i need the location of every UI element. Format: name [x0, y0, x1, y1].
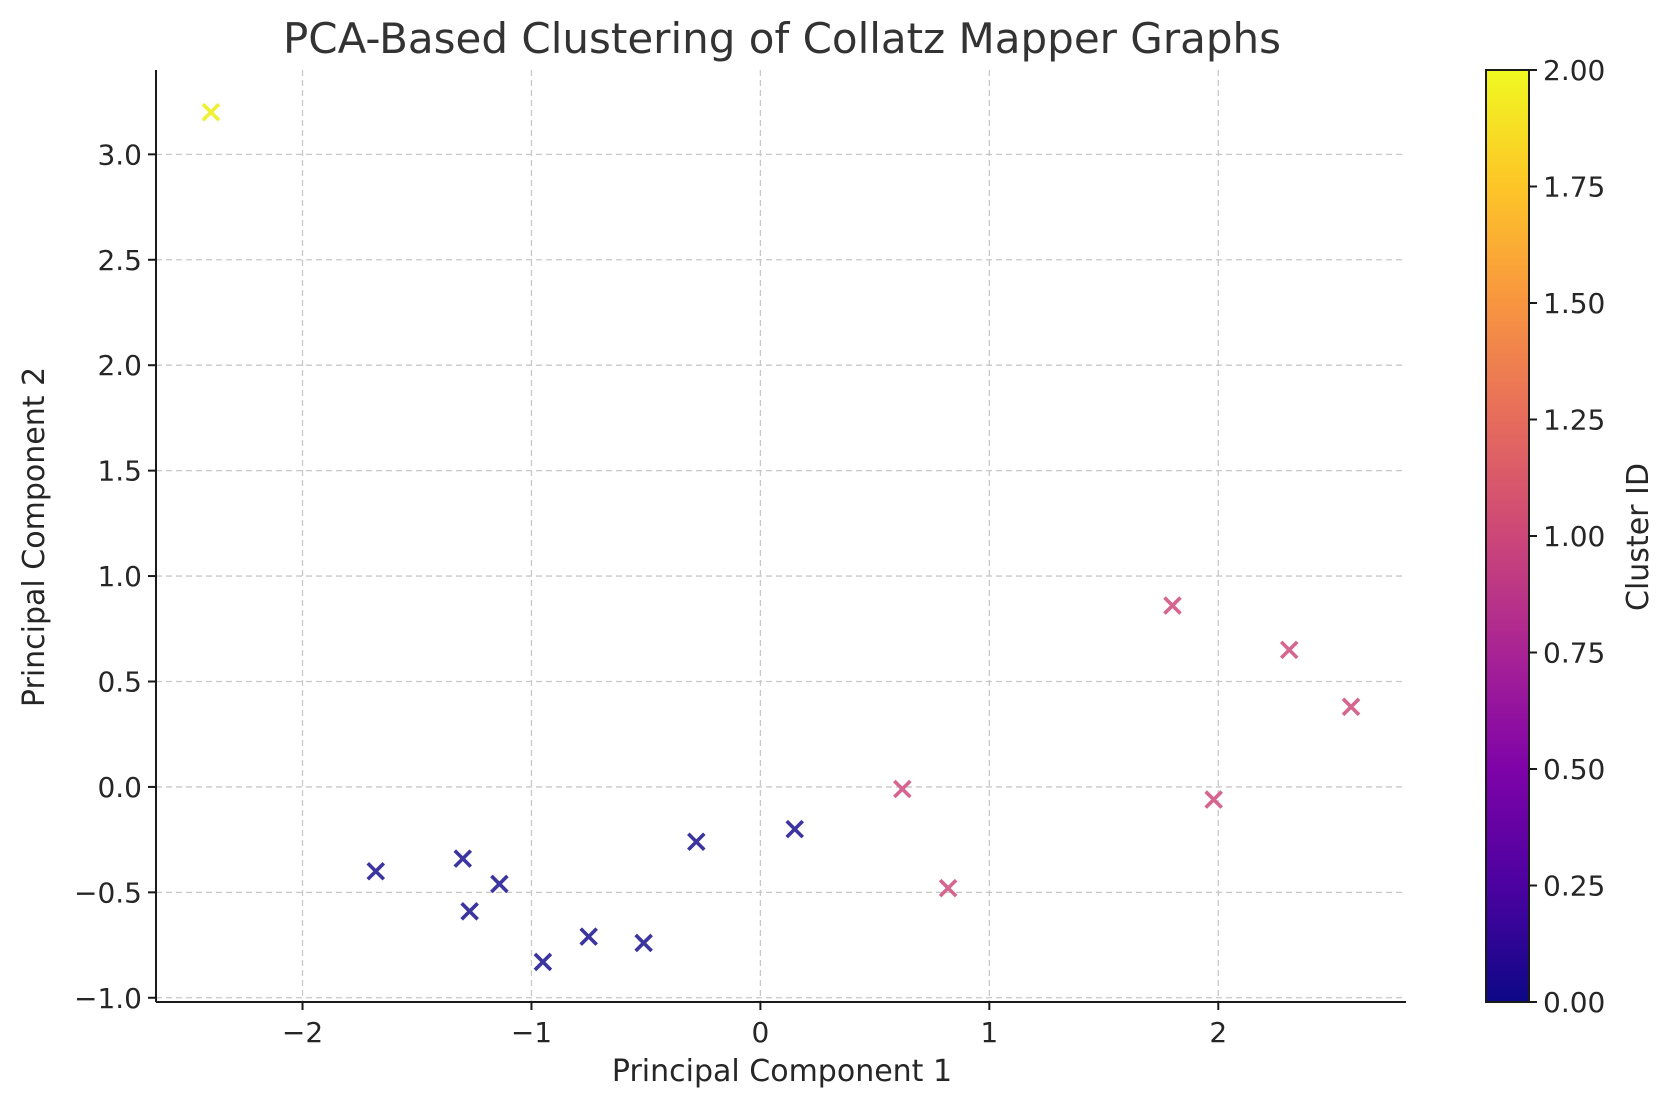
- data-point-cluster-2: [201, 102, 221, 122]
- colorbar: 0.00 0.25 0.50 0.75 1.00 1.25 1.50 1.75 2.00 Clu…: [1485, 54, 1656, 1019]
- data-point-cluster-0: [687, 832, 706, 852]
- colorbar-tick-label: 0.50: [1543, 753, 1605, 786]
- colorbar-ticks: 0.00 0.25 0.50 0.75 1.00 1.25 1.50 1.75 2.00: [1529, 54, 1605, 1019]
- y-axis-label: Principal Component 2: [17, 367, 52, 707]
- y-tick-label: 2.0: [97, 349, 142, 382]
- data-point-cluster-0: [490, 874, 509, 894]
- data-point-cluster-1: [1341, 697, 1361, 717]
- data-point-cluster-1: [1279, 640, 1299, 660]
- colorbar-tick-label: 0.00: [1543, 986, 1605, 1019]
- marker-stroke: [460, 902, 479, 921]
- data-point-cluster-1: [893, 779, 912, 799]
- y-tick-label: −0.5: [74, 876, 142, 909]
- colorbar-tick-label: 1.50: [1543, 287, 1605, 320]
- colorbar-tick-label: 1.75: [1543, 171, 1605, 204]
- colorbar-tick-label: 0.25: [1543, 870, 1605, 903]
- marker-stroke: [1163, 596, 1182, 615]
- marker-stroke: [366, 861, 386, 881]
- marker-stroke: [1341, 697, 1361, 717]
- data-point-cluster-0: [366, 861, 386, 881]
- x-tick-label: −1: [511, 1016, 552, 1049]
- y-tick-label: −1.0: [74, 982, 142, 1015]
- marker-stroke: [634, 933, 653, 953]
- marker-stroke: [1204, 790, 1223, 809]
- colorbar-tick-label: 1.00: [1543, 520, 1605, 553]
- x-tick-label: 1: [980, 1016, 998, 1049]
- data-point-cluster-0: [785, 819, 805, 839]
- x-tick-label: 0: [751, 1016, 769, 1049]
- gridlines: [156, 70, 1406, 1002]
- x-axis-ticks: −2 −1 0 1 2: [282, 1002, 1227, 1049]
- colorbar-tick-label: 2.00: [1543, 54, 1605, 87]
- y-tick-label: 2.5: [97, 244, 142, 277]
- marker-stroke: [687, 832, 706, 852]
- y-axis-ticks: −1.0 −0.5 0.0 0.5 1.0 1.5 2.0 2.5 3.0: [74, 138, 156, 1015]
- y-tick-label: 1.0: [97, 560, 142, 593]
- data-point-cluster-0: [579, 927, 598, 946]
- marker-stroke: [893, 779, 912, 799]
- x-tick-label: 2: [1209, 1016, 1227, 1049]
- data-point-cluster-0: [453, 849, 473, 868]
- colorbar-gradient: [1485, 69, 1530, 1003]
- y-tick-label: 1.5: [97, 455, 142, 488]
- marker-stroke: [490, 874, 509, 894]
- data-point-cluster-1: [1163, 596, 1182, 615]
- marker-stroke: [938, 878, 958, 898]
- data-point-cluster-1: [938, 878, 958, 898]
- x-tick-label: −2: [282, 1016, 323, 1049]
- marker-stroke: [453, 849, 473, 868]
- marker-stroke: [1279, 640, 1299, 660]
- colorbar-label: Cluster ID: [1621, 463, 1656, 611]
- y-tick-label: 0.5: [97, 665, 142, 698]
- chart-title: PCA-Based Clustering of Collatz Mapper G…: [283, 14, 1281, 63]
- marker-stroke: [785, 819, 805, 839]
- data-point-cluster-0: [533, 952, 553, 972]
- y-tick-label: 0.0: [97, 771, 142, 804]
- data-point-cluster-0: [634, 933, 653, 953]
- data-point-cluster-0: [460, 902, 479, 921]
- marker-stroke: [533, 952, 553, 972]
- data-points: [201, 102, 1361, 972]
- colorbar-tick-label: 1.25: [1543, 404, 1605, 437]
- y-tick-label: 3.0: [97, 138, 142, 171]
- x-axis-label: Principal Component 1: [612, 1054, 952, 1089]
- data-point-cluster-1: [1204, 790, 1223, 809]
- plot-axes: [155, 70, 1406, 1003]
- marker-stroke: [579, 927, 598, 946]
- marker-stroke: [201, 102, 221, 122]
- colorbar-tick-label: 0.75: [1543, 637, 1605, 670]
